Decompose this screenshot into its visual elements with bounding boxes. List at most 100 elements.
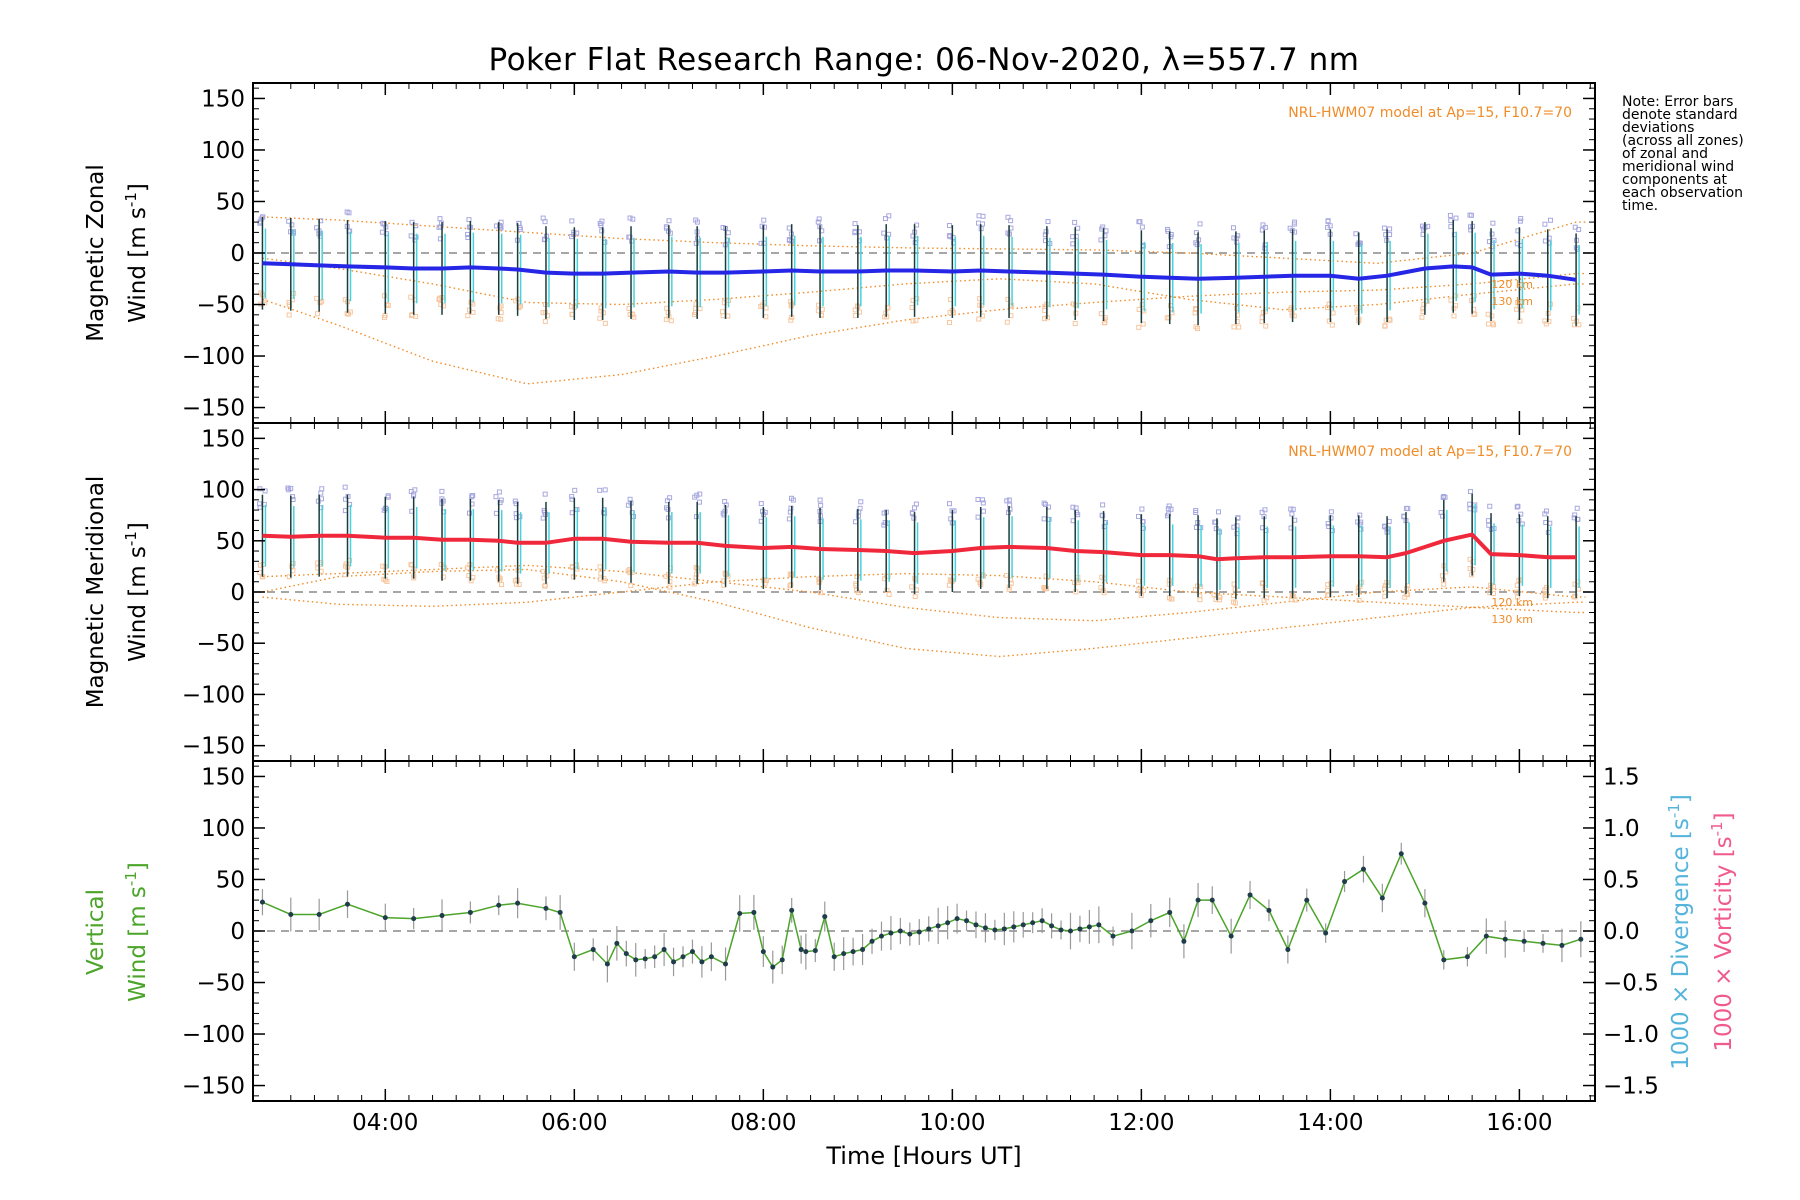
zone-sample-high bbox=[1045, 219, 1051, 225]
x-axis-label: Time [Hours UT] bbox=[825, 1142, 1021, 1170]
zone-sample-low bbox=[602, 578, 608, 584]
zone-sample-low bbox=[691, 581, 697, 587]
vertical-wind-point bbox=[689, 949, 695, 955]
meridional-ylabel-line1: Magnetic Meridional bbox=[83, 476, 109, 709]
zone-sample-high bbox=[760, 508, 766, 514]
vertical-wind-point bbox=[869, 938, 875, 944]
x-tick-label: 10:00 bbox=[919, 1110, 985, 1136]
divergence-ylabel-close: ] bbox=[1668, 794, 1694, 803]
vertical-ylabel-line2: Wind [m s bbox=[125, 886, 151, 1002]
x-tick-label: 14:00 bbox=[1297, 1110, 1363, 1136]
vertical-wind-point bbox=[288, 912, 294, 918]
y-tick-label: 50 bbox=[216, 867, 245, 893]
zone-sample-low bbox=[345, 311, 351, 317]
y-tick-label: −50 bbox=[196, 971, 245, 997]
divergence-ylabel: 1000 × Divergence [s-1] bbox=[1665, 794, 1694, 1070]
zone-sample-high bbox=[286, 487, 292, 493]
vertical-wind-point bbox=[1049, 923, 1055, 929]
zone-sample-high bbox=[408, 233, 414, 239]
zone-sample-low bbox=[1232, 586, 1238, 592]
zone-sample-low bbox=[912, 594, 918, 600]
zone-sample-low bbox=[602, 320, 608, 326]
zone-sample-high bbox=[1448, 218, 1454, 224]
zone-sample-low bbox=[977, 296, 983, 302]
zone-sample-low bbox=[1236, 324, 1242, 330]
zone-sample-high bbox=[1004, 498, 1010, 504]
zone-sample-high bbox=[1100, 224, 1106, 230]
zone-sample-high bbox=[979, 497, 985, 503]
zone-sample-low bbox=[664, 305, 670, 311]
x-tick-label: 16:00 bbox=[1486, 1110, 1552, 1136]
zone-sample-high bbox=[379, 229, 385, 235]
vertical-wind-point bbox=[888, 930, 894, 936]
y2-tick-label: −1.0 bbox=[1603, 1022, 1659, 1048]
vertical-wind-point bbox=[1360, 866, 1366, 872]
zone-sample-low bbox=[1140, 321, 1146, 327]
zone-sample-high bbox=[1073, 505, 1079, 511]
zone-sample-high bbox=[693, 240, 699, 246]
zone-sample-low bbox=[1485, 321, 1491, 327]
chart-title: Poker Flat Research Range: 06-Nov-2020, … bbox=[489, 42, 1360, 78]
zone-sample-high bbox=[696, 499, 702, 505]
zone-sample-high bbox=[542, 509, 548, 515]
note-line: components at bbox=[1622, 172, 1728, 188]
zone-sample-low bbox=[1330, 310, 1336, 316]
zone-sample-low bbox=[516, 581, 522, 587]
zone-sample-high bbox=[856, 509, 862, 515]
vertical-wind-point bbox=[1304, 897, 1310, 903]
zone-sample-high bbox=[881, 230, 887, 236]
zone-sample-high bbox=[1165, 228, 1171, 234]
zone-sample-low bbox=[884, 587, 890, 593]
vertical-wind-point bbox=[973, 922, 979, 928]
zone-sample-low bbox=[976, 316, 982, 322]
zone-sample-low bbox=[1356, 597, 1362, 603]
zone-sample-high bbox=[1262, 507, 1268, 513]
zone-sample-low bbox=[1211, 592, 1217, 598]
vertical-wind-point bbox=[751, 909, 757, 915]
x-tick-label: 06:00 bbox=[541, 1110, 607, 1136]
note-line: denote standard bbox=[1622, 107, 1738, 123]
vertical-wind-point bbox=[1285, 947, 1291, 953]
zone-sample-low bbox=[667, 578, 673, 584]
zone-sample-low bbox=[1005, 296, 1011, 302]
vertical-wind-point bbox=[1096, 922, 1102, 928]
zone-sample-high bbox=[761, 217, 767, 223]
vertical-wind-point bbox=[1464, 954, 1470, 960]
zone-sample-high bbox=[1515, 503, 1521, 509]
zone-sample-low bbox=[1325, 592, 1331, 598]
zone-sample-low bbox=[909, 305, 915, 311]
zone-sample-high bbox=[853, 519, 859, 525]
zone-sample-high bbox=[342, 484, 348, 490]
y-tick-label: 150 bbox=[201, 764, 245, 790]
zone-sample-low bbox=[569, 304, 575, 310]
zone-sample-high bbox=[697, 491, 703, 497]
vertical-wind-point bbox=[1422, 900, 1428, 906]
zone-sample-low bbox=[498, 310, 504, 316]
zone-sample-high bbox=[858, 499, 864, 505]
y-tick-label: −150 bbox=[182, 396, 245, 422]
zone-sample-high bbox=[980, 500, 986, 506]
zone-sample-high bbox=[882, 216, 888, 222]
altitude-label: 130 km bbox=[1491, 613, 1533, 626]
zone-sample-low bbox=[1571, 315, 1577, 321]
vertical-wind-point bbox=[1167, 909, 1173, 915]
zone-sample-high bbox=[257, 486, 263, 492]
zone-sample-low bbox=[1072, 321, 1078, 327]
x-tick-label: 12:00 bbox=[1108, 1110, 1174, 1136]
zone-sample-low bbox=[1543, 321, 1549, 327]
zone-sample-low bbox=[1490, 583, 1496, 589]
zone-sample-low bbox=[1382, 323, 1388, 329]
zone-sample-low bbox=[1329, 322, 1335, 328]
zone-sample-high bbox=[1193, 509, 1199, 515]
zone-sample-low bbox=[627, 312, 633, 318]
zone-sample-low bbox=[886, 592, 892, 598]
zone-sample-low bbox=[542, 583, 548, 589]
zone-sample-high bbox=[1230, 225, 1236, 231]
vertical-wind-point bbox=[1379, 895, 1385, 901]
zone-sample-low bbox=[909, 584, 915, 590]
zonal-ylabel-line1: Magnetic Zonal bbox=[83, 164, 109, 342]
zone-sample-high bbox=[436, 224, 442, 230]
zone-sample-high bbox=[1292, 219, 1298, 225]
zone-sample-high bbox=[666, 218, 672, 224]
zone-sample-high bbox=[1139, 224, 1145, 230]
